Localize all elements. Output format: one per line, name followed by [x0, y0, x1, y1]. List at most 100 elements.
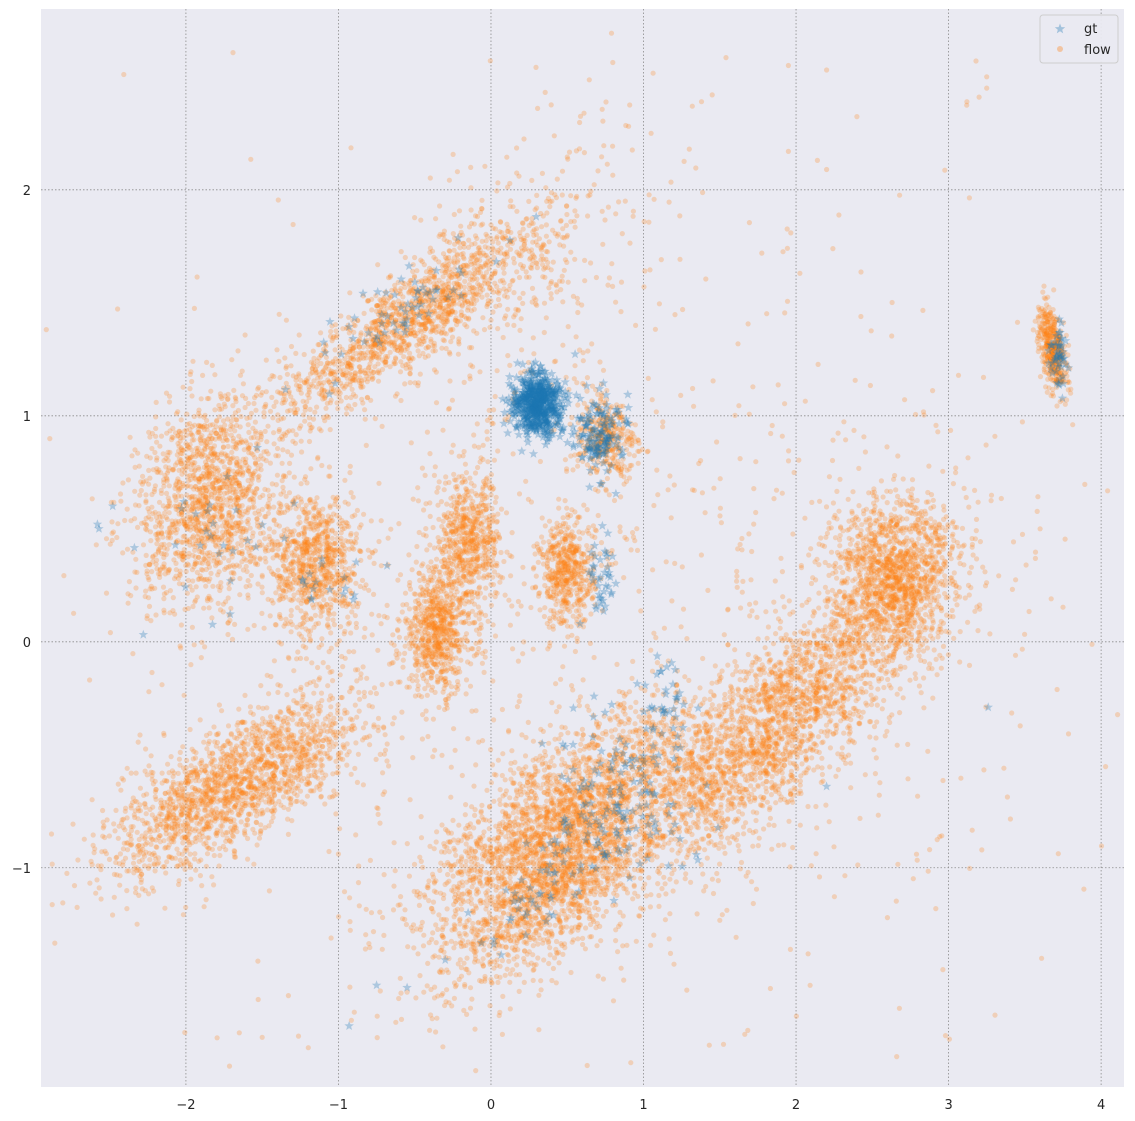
flow-point	[212, 372, 218, 378]
flow-point	[213, 543, 219, 549]
flow-point	[460, 550, 466, 556]
flow-point	[435, 535, 441, 541]
flow-point	[463, 557, 469, 563]
flow-point	[233, 417, 239, 423]
flow-point	[193, 497, 199, 503]
flow-point	[428, 574, 434, 580]
flow-point	[143, 526, 149, 532]
flow-point	[327, 333, 334, 339]
flow-point	[582, 257, 588, 263]
flow-point	[298, 481, 304, 487]
flow-point	[173, 482, 179, 488]
flow-point	[263, 544, 269, 551]
flow-point	[187, 516, 193, 522]
flow-point	[144, 571, 150, 577]
flow-point	[338, 624, 344, 630]
flow-point	[280, 484, 286, 490]
flow-point	[547, 570, 553, 576]
flow-point	[282, 473, 288, 480]
flow-point	[279, 460, 285, 466]
flow-point	[207, 445, 214, 452]
flow-point	[410, 268, 416, 274]
flow-point	[338, 552, 344, 558]
flow-point	[187, 494, 193, 501]
flow-point	[186, 445, 192, 451]
flow-point	[191, 437, 197, 443]
flow-point	[442, 527, 448, 533]
flow-point	[442, 480, 449, 486]
flow-point	[264, 503, 270, 509]
flow-point	[171, 576, 178, 582]
flow-point	[456, 341, 462, 347]
flow-point	[220, 418, 227, 424]
flow-point	[312, 612, 318, 619]
flow-point	[146, 561, 152, 567]
flow-point	[178, 518, 184, 524]
flow-point	[236, 550, 242, 556]
flow-point	[152, 524, 159, 530]
flow-point	[195, 445, 201, 451]
flow-point	[185, 526, 191, 532]
flow-point	[164, 430, 170, 436]
flow-point	[219, 507, 225, 513]
flow-point	[413, 559, 419, 565]
flow-point	[146, 509, 152, 515]
flow-point	[470, 595, 476, 601]
flow-point	[223, 523, 229, 530]
flow-point	[251, 492, 257, 498]
flow-point	[271, 430, 277, 436]
flow-point	[244, 486, 250, 492]
flow-point	[124, 506, 130, 512]
flow-point	[451, 558, 457, 564]
flow-point	[235, 439, 241, 445]
flow-point	[201, 504, 207, 510]
flow-point	[463, 470, 469, 476]
flow-point	[371, 560, 377, 567]
flow-point	[559, 564, 565, 570]
flow-point	[211, 486, 217, 492]
flow-point	[218, 584, 224, 590]
flow-point	[212, 490, 218, 496]
flow-point	[508, 573, 514, 579]
flow-point	[414, 660, 420, 666]
flow-point	[198, 655, 204, 661]
flow-point	[283, 616, 289, 622]
flow-point	[200, 470, 207, 476]
flow-point	[166, 566, 172, 572]
flow-point	[443, 474, 449, 480]
flow-point	[254, 441, 260, 447]
flow-point	[415, 667, 421, 673]
flow-point	[188, 430, 194, 436]
flow-point	[215, 499, 221, 505]
flow-point	[479, 238, 485, 244]
flow-point	[161, 554, 167, 561]
flow-point	[152, 585, 158, 591]
flow-point	[244, 467, 251, 473]
flow-point	[189, 624, 195, 630]
flow-point	[242, 460, 248, 466]
flow-point	[192, 500, 198, 506]
flow-point	[205, 533, 211, 539]
flow-point	[155, 571, 161, 577]
flow-point	[235, 407, 241, 414]
flow-point	[592, 534, 598, 541]
flow-point	[163, 490, 170, 496]
flow-point	[354, 507, 360, 513]
flow-point	[363, 582, 369, 588]
flow-point	[564, 505, 570, 511]
flow-point	[254, 520, 260, 526]
flow-point	[120, 550, 126, 556]
flow-point	[495, 511, 501, 517]
flow-point	[307, 406, 313, 412]
flow-point	[347, 470, 353, 476]
flow-point	[195, 576, 201, 583]
flow-point	[412, 623, 418, 629]
flow-point	[237, 459, 243, 465]
flow-point	[163, 551, 169, 558]
flow-point	[435, 613, 441, 619]
flow-point	[196, 407, 202, 413]
flow-point	[158, 433, 165, 439]
flow-point	[342, 566, 348, 572]
flow-point	[196, 422, 202, 428]
flow-point	[481, 669, 487, 676]
